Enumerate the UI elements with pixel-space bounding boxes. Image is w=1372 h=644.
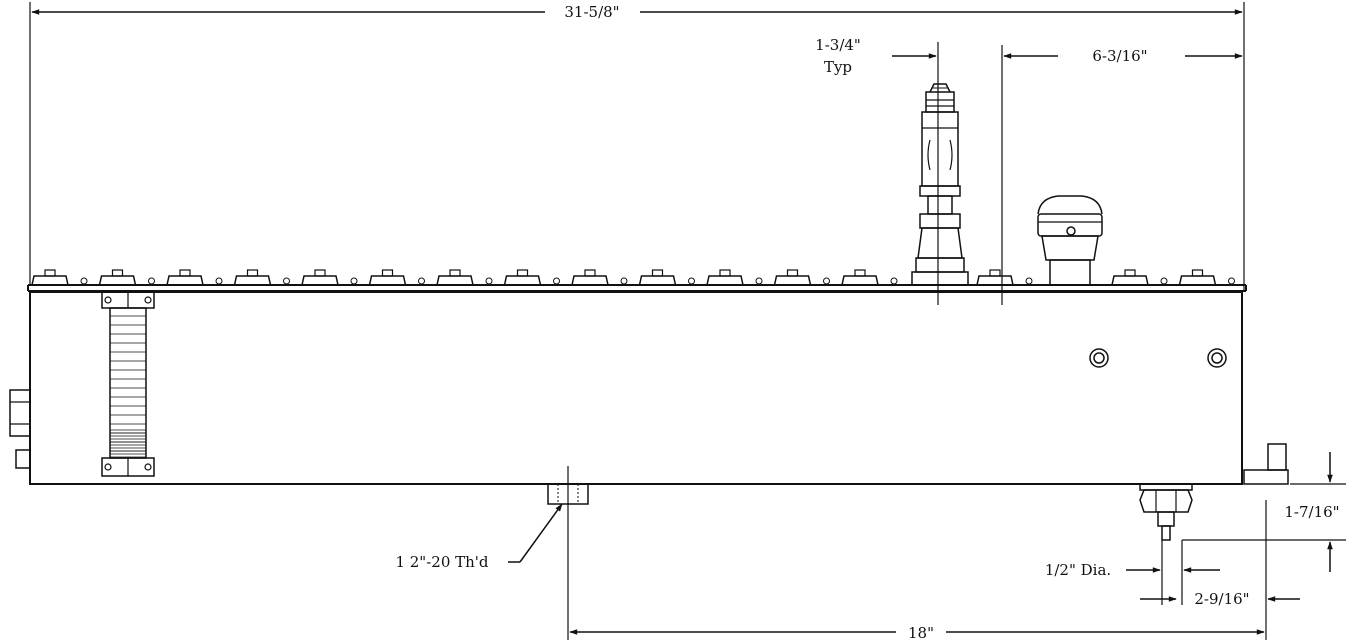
tank-body (27, 284, 1247, 485)
top-cap (571, 269, 628, 286)
valve-assembly (911, 83, 969, 286)
dim-outlet-offset: 2-9/16" (1140, 590, 1300, 608)
end-offset-label: 6-3/16" (1092, 47, 1147, 65)
sight-gauge (101, 291, 155, 477)
vent-head (1037, 195, 1103, 286)
thread-label: 1 2"-20 Th'd (395, 553, 488, 571)
dim-typ-spacing: 1-3/4" Typ (815, 36, 1003, 305)
spacing-note-label: Typ (824, 58, 852, 76)
top-cap (976, 269, 1033, 286)
top-cap (368, 269, 425, 286)
top-cap (706, 269, 763, 286)
dim-outlet-height: 1-7/16" (1182, 452, 1346, 572)
outlet-offset-label: 2-9/16" (1194, 590, 1249, 608)
dim-end-offset: 6-3/16" (1003, 47, 1243, 65)
dim-base-span: 18" (567, 466, 1267, 642)
dim-outlet-diameter: 1/2" Dia. (1045, 540, 1220, 605)
top-cap-row (31, 269, 1235, 286)
top-cap (301, 269, 358, 286)
spacing-label: 1-3/4" (815, 36, 861, 54)
top-cap (638, 269, 695, 286)
top-cap (773, 269, 830, 286)
top-cap (31, 269, 88, 286)
outlet-diameter-label: 1/2" Dia. (1045, 561, 1111, 579)
dim-overall-length: 31-5/8" (29, 2, 1245, 290)
right-mount-bracket (1243, 443, 1289, 485)
top-cap (98, 269, 155, 286)
left-side-fitting (9, 389, 31, 469)
bottom-outlet-fitting (1139, 483, 1193, 541)
top-cap (1111, 269, 1168, 286)
side-bolts (1089, 348, 1227, 368)
top-cap (436, 269, 493, 286)
overall-length-label: 31-5/8" (564, 3, 619, 21)
thread-callout: 1 2"-20 Th'd (395, 503, 563, 571)
top-cap (233, 269, 290, 286)
top-cap (841, 269, 898, 286)
outlet-height-label: 1-7/16" (1284, 503, 1339, 521)
base-span-label: 18" (908, 624, 934, 642)
top-cap (503, 269, 560, 286)
top-cap (1178, 269, 1235, 286)
top-cap (166, 269, 223, 286)
